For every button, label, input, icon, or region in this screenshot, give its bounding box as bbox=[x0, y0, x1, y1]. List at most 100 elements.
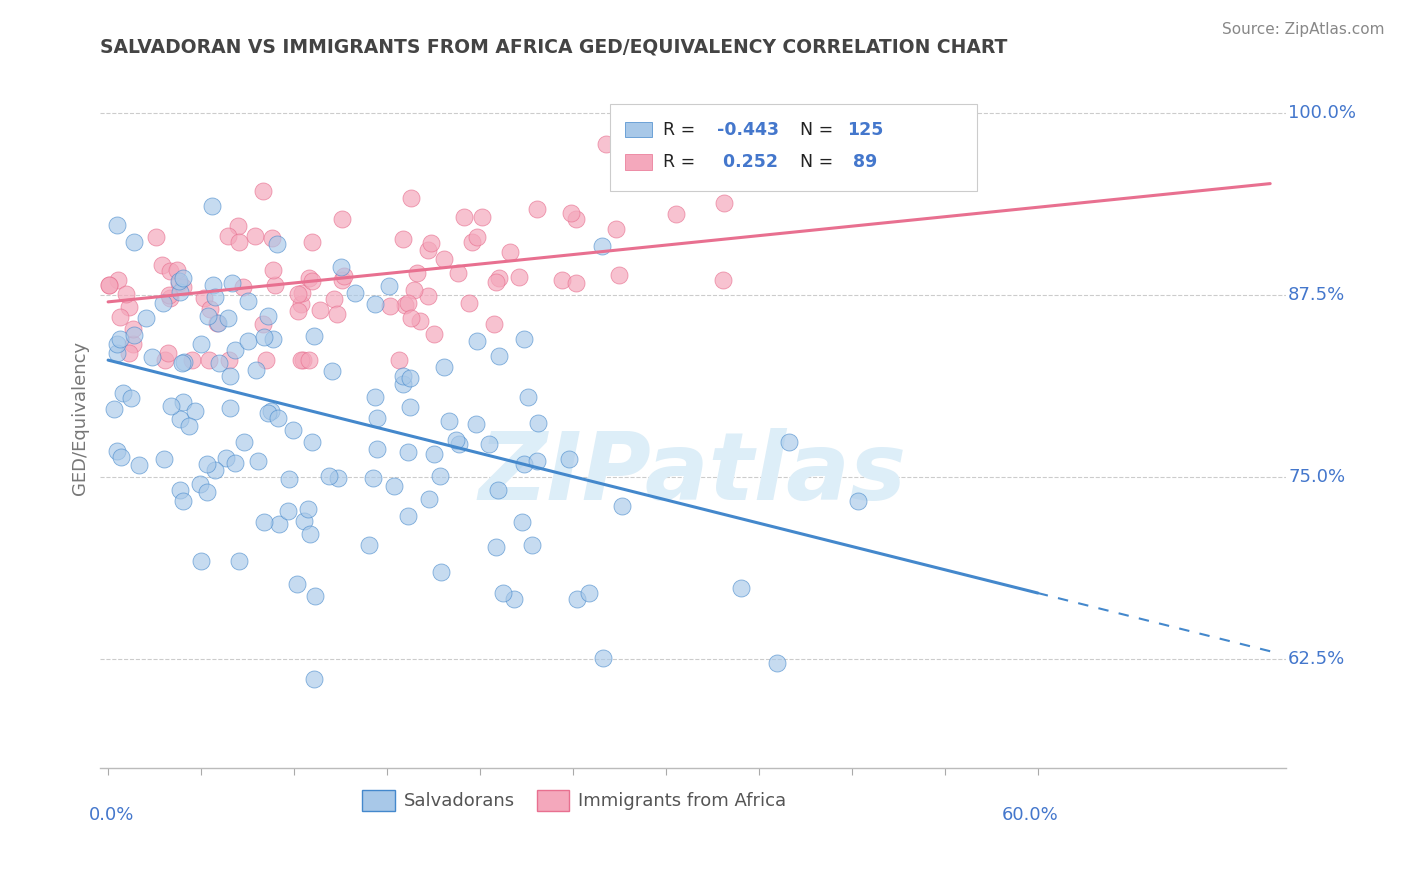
Point bbox=[287, 287, 309, 301]
Point bbox=[287, 304, 309, 318]
Point bbox=[512, 332, 534, 346]
Point bbox=[120, 391, 142, 405]
Point bbox=[245, 362, 267, 376]
Point bbox=[172, 280, 194, 294]
Point bbox=[263, 277, 285, 292]
Point bbox=[396, 445, 419, 459]
Point bbox=[416, 289, 439, 303]
Point bbox=[423, 326, 446, 341]
Point bbox=[309, 303, 332, 318]
Point bbox=[110, 450, 132, 464]
Point bbox=[217, 310, 239, 325]
Point bbox=[439, 414, 461, 428]
Point bbox=[118, 300, 141, 314]
Point bbox=[277, 472, 299, 486]
Point bbox=[301, 274, 323, 288]
Point bbox=[423, 447, 446, 461]
Point bbox=[399, 371, 422, 385]
Point bbox=[326, 307, 349, 321]
Point bbox=[526, 454, 548, 468]
Point bbox=[105, 346, 128, 360]
Point bbox=[578, 585, 600, 599]
Point bbox=[297, 502, 319, 516]
Point bbox=[485, 275, 508, 289]
Text: -0.443: -0.443 bbox=[717, 120, 779, 139]
Point bbox=[391, 231, 413, 245]
Point bbox=[465, 417, 488, 432]
Text: 0.252: 0.252 bbox=[717, 153, 778, 171]
Text: N =: N = bbox=[800, 120, 838, 139]
Point bbox=[107, 273, 129, 287]
Point bbox=[103, 401, 125, 416]
Point bbox=[484, 317, 506, 331]
Point bbox=[256, 406, 278, 420]
Point bbox=[291, 353, 314, 368]
Point bbox=[444, 433, 467, 447]
Point bbox=[592, 651, 614, 665]
Point bbox=[110, 310, 132, 324]
FancyBboxPatch shape bbox=[626, 154, 651, 169]
Point bbox=[430, 565, 453, 579]
Point bbox=[290, 297, 312, 311]
Point bbox=[254, 353, 277, 368]
Point bbox=[167, 276, 190, 290]
Point bbox=[226, 219, 249, 233]
Point bbox=[527, 416, 550, 430]
Point bbox=[105, 218, 128, 232]
Point bbox=[366, 442, 388, 457]
Point bbox=[330, 211, 353, 226]
Text: 62.5%: 62.5% bbox=[1288, 649, 1346, 667]
Point bbox=[167, 274, 190, 288]
Point bbox=[457, 296, 479, 310]
Point bbox=[228, 235, 250, 250]
Text: R =: R = bbox=[664, 153, 702, 171]
Point bbox=[550, 273, 572, 287]
Point bbox=[180, 353, 202, 368]
Point bbox=[204, 290, 226, 304]
Point bbox=[499, 245, 522, 260]
Point bbox=[565, 277, 588, 291]
Point bbox=[262, 263, 284, 277]
Point bbox=[105, 444, 128, 458]
Point bbox=[97, 278, 120, 293]
Point bbox=[399, 191, 422, 205]
Point bbox=[232, 280, 254, 294]
Point bbox=[150, 258, 173, 272]
Point bbox=[526, 202, 548, 216]
Point bbox=[378, 299, 401, 313]
Point bbox=[665, 206, 688, 220]
Point bbox=[169, 285, 191, 300]
Point bbox=[488, 270, 510, 285]
Point bbox=[465, 230, 488, 244]
Point bbox=[252, 184, 274, 198]
Point bbox=[471, 210, 494, 224]
Text: 60.0%: 60.0% bbox=[1002, 806, 1059, 824]
Point bbox=[520, 538, 543, 552]
Point bbox=[208, 355, 231, 369]
Point bbox=[172, 493, 194, 508]
Text: SALVADORAN VS IMMIGRANTS FROM AFRICA GED/EQUIVALENCY CORRELATION CHART: SALVADORAN VS IMMIGRANTS FROM AFRICA GED… bbox=[100, 37, 1008, 56]
Point bbox=[218, 401, 240, 415]
Point bbox=[290, 353, 312, 368]
Legend: Salvadorans, Immigrants from Africa: Salvadorans, Immigrants from Africa bbox=[356, 783, 794, 818]
Point bbox=[503, 591, 526, 606]
Point bbox=[391, 376, 413, 391]
Point bbox=[461, 235, 484, 250]
Point bbox=[432, 359, 454, 374]
Text: Source: ZipAtlas.com: Source: ZipAtlas.com bbox=[1222, 22, 1385, 37]
Point bbox=[157, 288, 180, 302]
Point bbox=[257, 309, 280, 323]
Point bbox=[247, 454, 270, 468]
Point bbox=[224, 455, 246, 469]
Point bbox=[510, 515, 533, 529]
Point bbox=[190, 336, 212, 351]
Point bbox=[453, 210, 475, 224]
Point bbox=[197, 310, 219, 324]
Point bbox=[188, 477, 211, 491]
Point bbox=[292, 514, 315, 528]
Point bbox=[517, 390, 540, 404]
Point bbox=[778, 435, 800, 450]
Point bbox=[766, 656, 789, 670]
Point bbox=[402, 283, 425, 297]
Point bbox=[197, 484, 219, 499]
